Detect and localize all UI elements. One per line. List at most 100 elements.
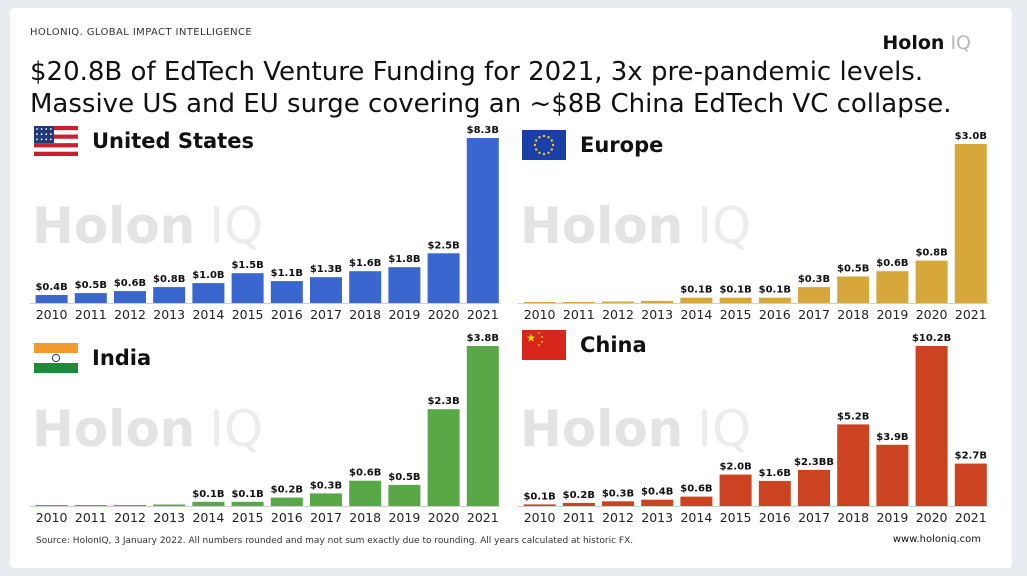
bar [954, 144, 987, 303]
x-tick-label: 2018 [349, 307, 381, 322]
chart-title: China [580, 333, 647, 357]
bar [427, 253, 460, 303]
bar [680, 297, 713, 303]
bar [231, 501, 264, 506]
chart-title: Europe [580, 133, 663, 157]
data-label: $5.2B [837, 411, 869, 422]
data-label: $0.3B [798, 274, 830, 285]
chart-svg: Holon IQ Europe 2010 2011 2012 2013 $0.1B 2014 $0… [518, 130, 989, 322]
bar [74, 505, 107, 506]
data-label: $2.5B [427, 240, 459, 251]
bar [74, 293, 107, 303]
data-label: $0.5B [75, 280, 107, 291]
data-label: $0.1B [719, 285, 751, 296]
bar [114, 505, 146, 506]
bar [153, 287, 186, 303]
x-tick-label: 2012 [602, 307, 634, 322]
data-label: $0.8B [915, 248, 947, 259]
bar [719, 474, 752, 506]
bar [798, 469, 830, 506]
bar [270, 497, 303, 506]
x-tick-label: 2015 [232, 307, 264, 322]
data-label: $0.6B [114, 278, 146, 289]
bar [310, 493, 342, 506]
bar [915, 260, 948, 303]
x-tick-label: 2011 [563, 307, 595, 322]
data-label: $1.5B [231, 260, 263, 271]
x-tick-label: 2013 [641, 510, 673, 525]
chart-united-states: Holon IQ United States $0.4B 2010 $0.5B 2011 $0… [30, 122, 502, 332]
x-tick-label: 2013 [153, 510, 185, 525]
data-label: $2.3BB [794, 457, 834, 468]
bar [466, 138, 499, 303]
data-label: $0.6B [349, 468, 381, 479]
x-tick-label: 2019 [388, 510, 420, 525]
data-label: $0.8B [153, 274, 185, 285]
website-url: www.holoniq.com [892, 534, 981, 545]
x-tick-label: 2017 [798, 307, 830, 322]
x-tick-label: 2011 [563, 510, 595, 525]
bar [349, 480, 382, 506]
x-tick-label: 2016 [759, 307, 791, 322]
bar [523, 504, 556, 506]
bar [719, 297, 752, 303]
bar [876, 271, 909, 303]
bar [837, 424, 870, 506]
x-tick-label: 2012 [114, 510, 146, 525]
bar [641, 300, 674, 303]
bar [388, 484, 421, 506]
x-tick-label: 2016 [759, 510, 791, 525]
x-tick-label: 2015 [720, 307, 752, 322]
data-label: $1.1B [271, 268, 303, 279]
data-label: $0.5B [388, 472, 420, 483]
bar [602, 501, 634, 506]
data-label: $0.2B [563, 490, 595, 501]
china-flag-icon [522, 330, 566, 360]
x-tick-label: 2020 [916, 510, 948, 525]
x-tick-label: 2014 [680, 510, 712, 525]
watermark-text: Holon IQ [32, 400, 263, 458]
data-label: $2.0B [719, 462, 751, 473]
data-label: $3.0B [955, 131, 987, 142]
bar [153, 504, 186, 506]
bar [35, 295, 68, 303]
x-tick-label: 2018 [837, 510, 869, 525]
x-tick-label: 2021 [467, 510, 499, 525]
title-line-1: $20.8B of EdTech Venture Funding for 202… [30, 57, 924, 87]
x-tick-label: 2013 [641, 307, 673, 322]
chart-title: United States [92, 129, 254, 153]
x-tick-label: 2021 [955, 510, 987, 525]
chart-title: India [92, 346, 151, 370]
x-tick-label: 2015 [232, 510, 264, 525]
bar [388, 267, 421, 303]
page-title: $20.8B of EdTech Venture Funding for 202… [30, 56, 990, 120]
bar [758, 480, 791, 506]
bar [114, 291, 146, 303]
bar [466, 346, 499, 506]
chart-svg: Holon IQ India 2010 2011 2012 2013 $0.1B 2014 $0.… [30, 333, 501, 525]
data-label: $8.3B [467, 125, 499, 136]
source-note: Source: HolonIQ, 3 January 2022. All num… [36, 536, 634, 546]
bar [231, 273, 264, 303]
x-tick-label: 2013 [153, 307, 185, 322]
watermark-text: Holon IQ [32, 197, 263, 255]
x-tick-label: 2016 [271, 307, 303, 322]
x-tick-label: 2021 [467, 307, 499, 322]
bar [680, 496, 713, 506]
x-tick-label: 2014 [680, 307, 712, 322]
data-label: $1.3B [310, 264, 342, 275]
data-label: $0.4B [641, 487, 673, 498]
x-tick-label: 2021 [955, 307, 987, 322]
x-tick-label: 2019 [388, 307, 420, 322]
x-tick-label: 2020 [428, 307, 460, 322]
x-tick-label: 2012 [114, 307, 146, 322]
x-tick-label: 2017 [310, 307, 342, 322]
watermark-text: Holon IQ [520, 197, 751, 255]
data-label: $0.6B [876, 258, 908, 269]
brand-tagline: HOLONIQ. GLOBAL IMPACT INTELLIGENCE [30, 27, 253, 38]
chart-europe: Holon IQ Europe 2010 2011 2012 2013 $0.1B 2014 $0… [518, 122, 990, 332]
x-tick-label: 2017 [798, 510, 830, 525]
bar [310, 277, 342, 303]
data-label: $1.6B [759, 468, 791, 479]
x-tick-label: 2018 [349, 510, 381, 525]
